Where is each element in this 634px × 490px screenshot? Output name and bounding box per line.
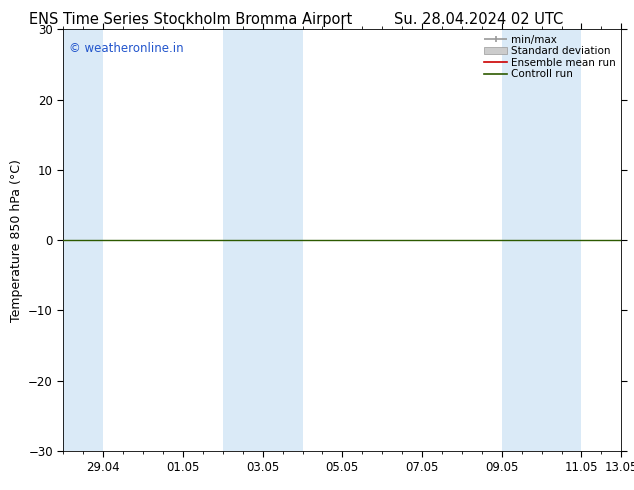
Bar <box>63 29 103 451</box>
Text: Su. 28.04.2024 02 UTC: Su. 28.04.2024 02 UTC <box>394 12 563 27</box>
Bar <box>501 29 581 451</box>
Text: ENS Time Series Stockholm Bromma Airport: ENS Time Series Stockholm Bromma Airport <box>29 12 352 27</box>
Bar <box>223 29 302 451</box>
Legend: min/max, Standard deviation, Ensemble mean run, Controll run: min/max, Standard deviation, Ensemble me… <box>482 32 618 81</box>
Y-axis label: Temperature 850 hPa (°C): Temperature 850 hPa (°C) <box>10 159 23 321</box>
Text: © weatheronline.in: © weatheronline.in <box>69 42 184 55</box>
